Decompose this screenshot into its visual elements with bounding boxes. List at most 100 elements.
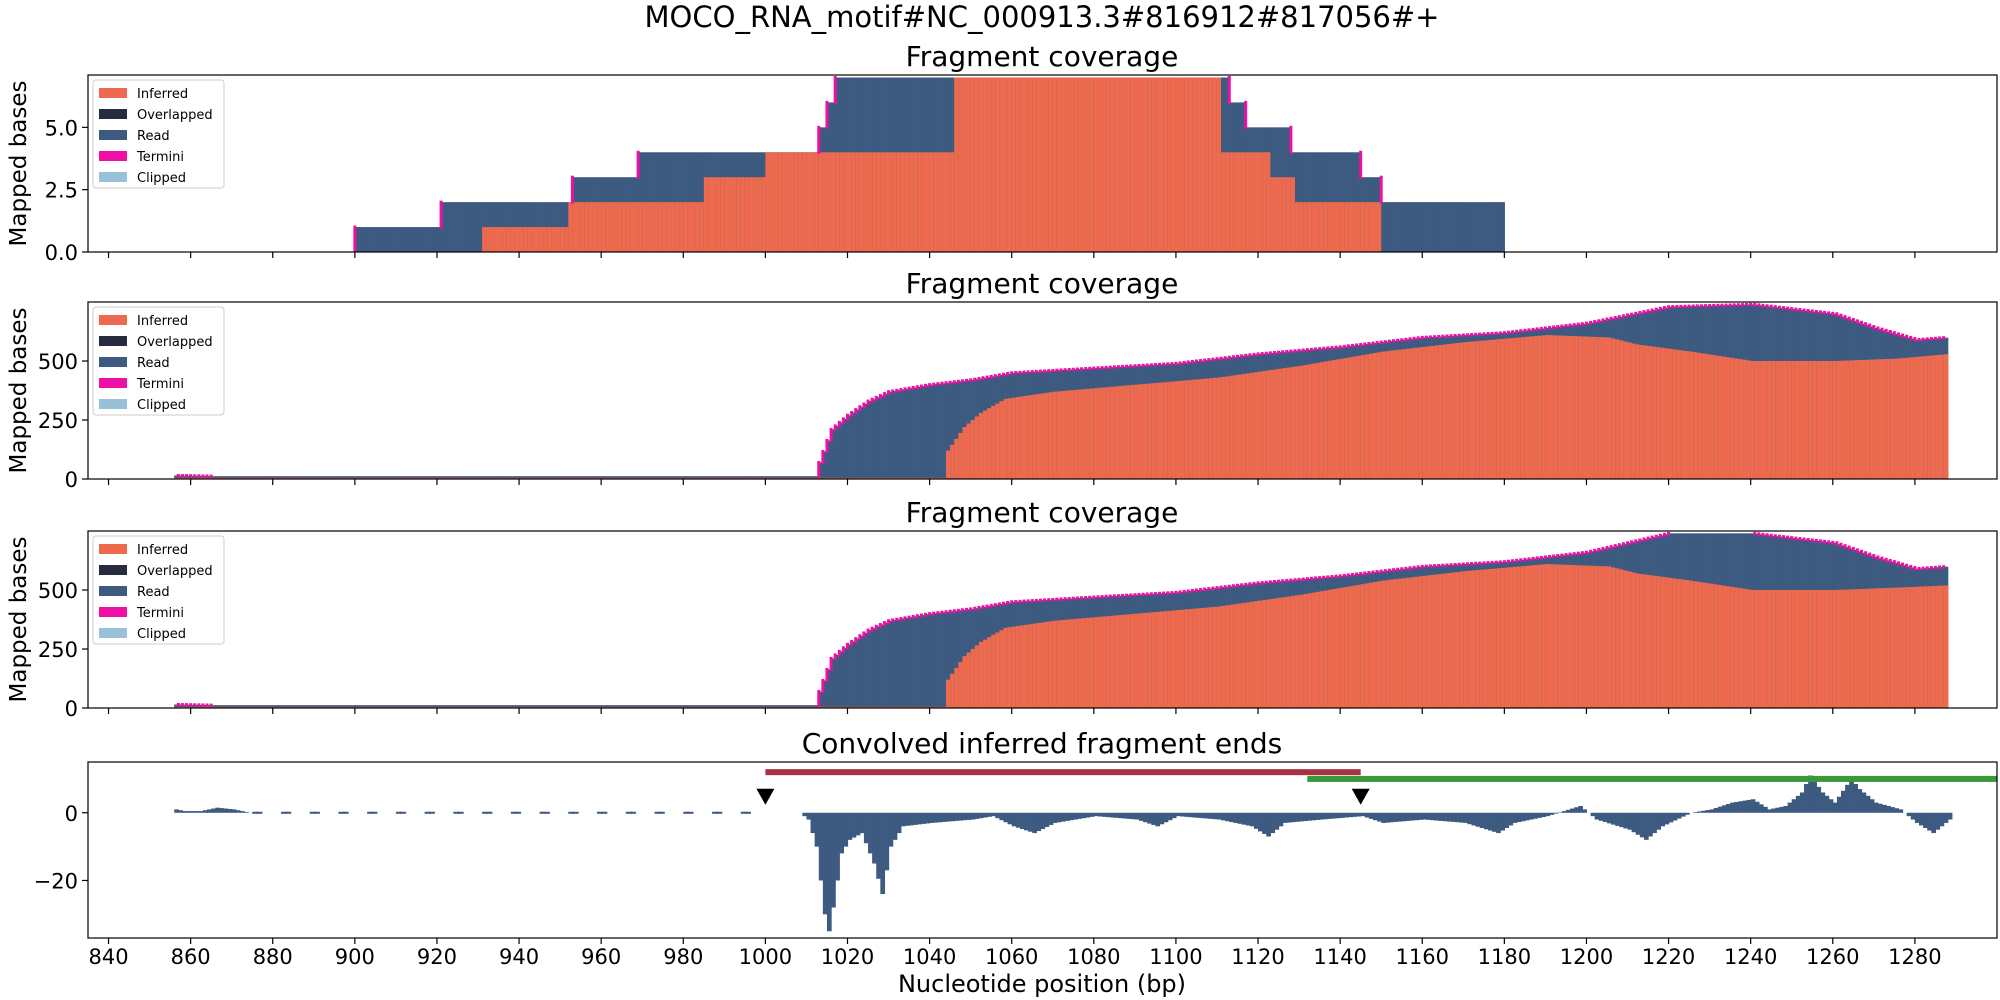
- inferred-bar: [1327, 202, 1333, 252]
- read-bar: [691, 705, 697, 708]
- read-bar: [416, 476, 422, 479]
- inferred-bar: [1385, 351, 1391, 479]
- inferred-bar: [1533, 565, 1538, 708]
- ends-bar: [1483, 812, 1489, 830]
- termini-mark: [1839, 313, 1843, 319]
- read-bar: [395, 705, 401, 708]
- termini-mark: [936, 611, 940, 615]
- inferred-bar: [1758, 361, 1764, 479]
- ends-bar: [1073, 812, 1078, 820]
- inferred-bar: [1771, 590, 1776, 708]
- inferred-bar: [1097, 387, 1103, 479]
- inferred-bar: [1877, 359, 1883, 479]
- read-bar: [609, 476, 615, 479]
- inferred-bar: [1890, 587, 1895, 708]
- termini-mark: [197, 474, 201, 478]
- ends-bar: [913, 812, 918, 825]
- termini-mark: [1359, 571, 1363, 576]
- ends-bar: [572, 811, 579, 814]
- termini-mark: [1470, 333, 1474, 337]
- termini-mark: [833, 424, 837, 431]
- termini-mark: [1383, 340, 1387, 344]
- ends-bar: [929, 812, 935, 823]
- read-bar: [806, 476, 812, 479]
- termini-mark: [1001, 372, 1005, 377]
- inferred-bar: [720, 177, 725, 252]
- inferred-bar: [1943, 585, 1949, 708]
- inferred-bar: [634, 202, 639, 252]
- inferred-bar: [1717, 584, 1723, 708]
- inferred-bar: [1311, 592, 1317, 708]
- read-bar: [375, 476, 381, 479]
- inferred-bar: [1044, 392, 1050, 479]
- inferred-bar: [1089, 388, 1095, 479]
- termini-mark: [1818, 539, 1822, 543]
- termini-mark: [205, 703, 209, 707]
- y-tick-label: 500: [38, 579, 78, 603]
- inferred-bar: [1159, 611, 1165, 708]
- ends-bar: [1820, 792, 1826, 813]
- read-bar: [408, 705, 413, 708]
- inferred-bar: [1015, 625, 1021, 708]
- ends-bar: [227, 808, 233, 813]
- termini-mark: [1712, 303, 1716, 308]
- inferred-bar: [1434, 345, 1440, 479]
- ends-bar: [1734, 801, 1739, 813]
- inferred-bar: [1832, 590, 1838, 708]
- termini-mark: [948, 380, 952, 385]
- read-bar: [757, 705, 762, 708]
- read-bar: [921, 386, 927, 479]
- inferred-bar: [666, 202, 672, 252]
- read-bar: [868, 401, 873, 479]
- inferred-bar: [1307, 364, 1313, 479]
- termini-mark: [185, 474, 189, 478]
- inferred-bar: [1352, 585, 1358, 708]
- inferred-bar: [1233, 375, 1239, 479]
- read-bar: [1496, 202, 1501, 252]
- inferred-bar: [1385, 580, 1391, 708]
- read-bar: [679, 476, 684, 479]
- inferred-bar: [1450, 572, 1456, 708]
- ends-bar: [1011, 812, 1017, 827]
- red-span: [765, 769, 1361, 776]
- termini-mark: [1872, 325, 1876, 330]
- inferred-bar: [1450, 343, 1456, 479]
- read-bar: [174, 475, 179, 479]
- termini-mark: [1281, 350, 1285, 354]
- ends-bar: [1754, 801, 1760, 813]
- termini-mark: [1543, 326, 1547, 330]
- read-bar: [400, 227, 405, 252]
- read-bar: [1492, 202, 1497, 252]
- ends-bar: [1147, 812, 1152, 824]
- read-bar: [510, 705, 516, 708]
- inferred-bar: [1582, 336, 1588, 479]
- termini-mark: [1227, 355, 1231, 360]
- ends-bar: [1795, 795, 1801, 813]
- inferred-bar: [1118, 386, 1124, 479]
- inferred-bar: [1130, 384, 1136, 479]
- inferred-bar: [1849, 360, 1854, 479]
- read-bar: [876, 397, 881, 479]
- inferred-bar: [1894, 358, 1900, 479]
- read-bar: [556, 476, 561, 479]
- inferred-bar: [1746, 360, 1752, 479]
- termini-mark: [1568, 323, 1572, 328]
- read-bar: [868, 630, 873, 708]
- read-bar: [182, 704, 188, 708]
- inferred-bar: [851, 152, 857, 252]
- inferred-bar: [1249, 372, 1255, 479]
- inferred-bar: [1475, 570, 1481, 708]
- termini-mark: [891, 618, 895, 623]
- read-bar: [227, 705, 233, 708]
- read-bar: [728, 476, 734, 479]
- ends-bar: [810, 812, 816, 834]
- inferred-bar: [1294, 595, 1300, 708]
- read-bar: [457, 202, 463, 252]
- ends-bar: [917, 812, 922, 825]
- read-bar: [514, 476, 520, 479]
- ends-bar: [1175, 812, 1181, 817]
- inferred-bar: [1730, 586, 1735, 708]
- inferred-bar: [1340, 202, 1345, 252]
- termini-mark: [1794, 307, 1798, 312]
- inferred-bar: [966, 652, 972, 708]
